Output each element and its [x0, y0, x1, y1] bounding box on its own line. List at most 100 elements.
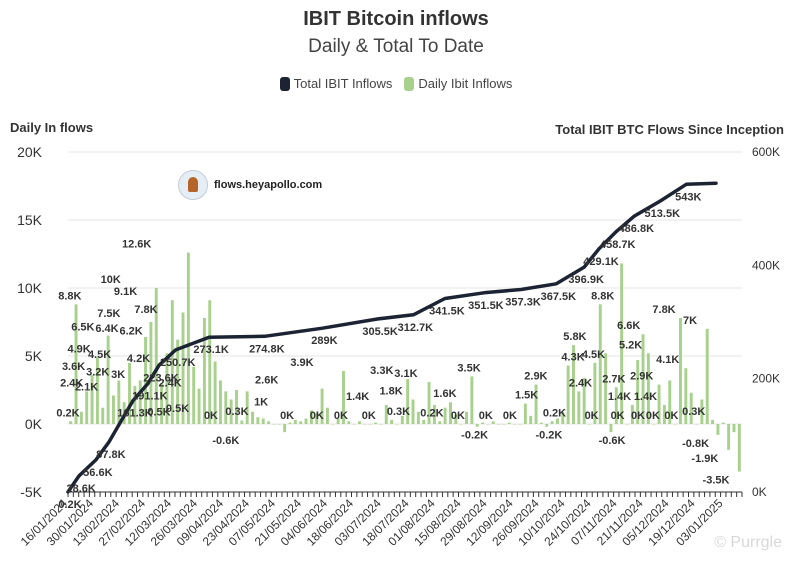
daily-bar [572, 345, 575, 424]
daily-bar [288, 422, 292, 424]
daily-bar [390, 419, 394, 424]
daily-data-label: 4.5K [88, 349, 111, 361]
daily-data-label: 2.4K [158, 377, 181, 389]
watermark-text: flows.heyapollo.com [214, 179, 323, 191]
daily-bar [582, 377, 586, 424]
daily-bar [336, 418, 340, 424]
left-tick-label: 10K [17, 280, 43, 296]
left-axis-title: Daily In flows [10, 120, 94, 135]
daily-data-label: 5.8K [563, 331, 586, 343]
legend-total-label: Total IBIT Inflows [293, 76, 393, 91]
daily-bar [646, 353, 650, 424]
left-tick-label: 5K [25, 348, 43, 364]
right-tick-label: 400K [752, 258, 780, 272]
daily-data-label: 4.3K [561, 352, 584, 364]
daily-bar [176, 339, 180, 424]
daily-data-label: -0.6K [212, 435, 239, 447]
daily-data-label: 0K [334, 410, 348, 422]
total-data-label: 513.5K [645, 208, 681, 220]
daily-data-label: -1.9K [691, 453, 718, 465]
daily-bar [251, 411, 255, 424]
daily-data-label: 1.5K [515, 390, 538, 402]
daily-swatch-icon [404, 76, 415, 91]
left-tick-label: 15K [17, 212, 43, 228]
daily-bar [192, 366, 196, 424]
daily-data-label: -0.6K [599, 435, 626, 447]
daily-bar [513, 424, 517, 425]
daily-bar [470, 376, 474, 424]
daily-data-label: 6.5K [71, 322, 94, 334]
total-data-label: 458.7K [600, 239, 636, 251]
daily-bar [186, 252, 190, 424]
daily-bar [679, 317, 682, 424]
daily-bar [363, 424, 367, 425]
daily-bar [711, 419, 715, 424]
daily-bar [604, 353, 608, 424]
total-data-label: 341.5K [429, 305, 465, 317]
daily-bar [491, 421, 495, 424]
daily-bar [277, 424, 281, 425]
legend-item-daily[interactable]: Daily Ibit Inflows [404, 76, 512, 91]
daily-data-label: 0K [611, 410, 625, 422]
daily-data-label: 7.8K [134, 304, 157, 316]
daily-bar [358, 421, 362, 424]
daily-bar [507, 422, 511, 424]
daily-data-label: 0K [664, 410, 678, 422]
daily-data-label: 0K [503, 410, 517, 422]
total-data-label: 305.5K [362, 326, 398, 338]
daily-bar [481, 422, 485, 424]
daily-data-label: 2.1K [75, 381, 98, 393]
daily-bar [202, 317, 206, 424]
daily-data-label: 0.3K [682, 406, 705, 418]
daily-bar [593, 362, 597, 424]
chart-title: IBIT Bitcoin inflows [303, 8, 489, 30]
corner-watermark: © Purrgle [714, 534, 782, 551]
daily-bar [406, 379, 410, 424]
daily-data-label: 0K [362, 410, 376, 422]
daily-data-label: 12.6K [122, 239, 151, 251]
daily-data-label: 8.8K [58, 290, 81, 302]
daily-data-label: 1K [254, 396, 268, 408]
daily-bar [133, 385, 137, 424]
daily-data-label: 3.6K [62, 361, 85, 373]
daily-bar [111, 395, 115, 424]
daily-bar [213, 361, 217, 424]
daily-bar [154, 288, 158, 424]
legend-item-total[interactable]: Total IBIT Inflows [279, 76, 393, 91]
daily-data-label: 4.2K [127, 353, 150, 365]
daily-data-label: 4.1K [656, 354, 679, 366]
daily-bar [384, 404, 388, 424]
daily-data-label: -0.2K [461, 430, 488, 442]
daily-bar [90, 375, 94, 424]
daily-data-label: 1.6K [433, 388, 456, 400]
daily-bar [486, 424, 490, 425]
total-data-label: 273.1K [193, 344, 229, 356]
daily-bar [160, 383, 164, 424]
daily-data-label: 2.4K [60, 377, 83, 389]
daily-bar [598, 304, 602, 424]
daily-bar [117, 380, 121, 424]
daily-bar [320, 388, 324, 424]
total-swatch-icon [279, 76, 290, 91]
daily-bar [379, 424, 383, 425]
daily-data-label: 2.9K [524, 371, 547, 383]
daily-bar [208, 300, 212, 424]
daily-data-label: 0K [204, 410, 218, 422]
total-data-label: 367.5K [541, 291, 577, 303]
daily-data-label: 0.5K [166, 403, 189, 415]
daily-bar [427, 381, 431, 424]
daily-bar [684, 368, 688, 424]
daily-data-label: 1.4K [346, 391, 369, 403]
daily-data-label: 0K [646, 410, 660, 422]
left-tick-label: -5K [20, 484, 42, 500]
daily-data-label: 0.2K [543, 407, 566, 419]
daily-bar [347, 421, 351, 424]
daily-bar [224, 391, 228, 424]
total-data-label: 312.7K [398, 322, 434, 334]
daily-bar [85, 391, 89, 424]
daily-data-label: 0.3K [225, 406, 248, 418]
daily-bar [438, 421, 442, 424]
total-data-label: 357.3K [505, 297, 541, 309]
daily-data-label: 4.5K [582, 349, 605, 361]
right-tick-label: 0K [752, 485, 767, 499]
